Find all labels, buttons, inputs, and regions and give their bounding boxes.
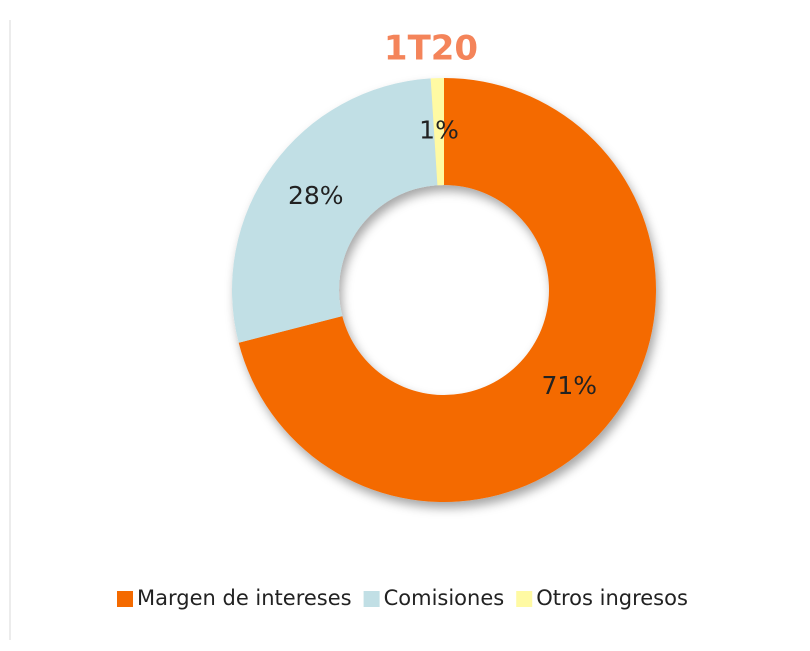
donut [232, 78, 656, 502]
legend-swatch [117, 591, 133, 607]
donut-segment [238, 78, 656, 502]
donut-segment [430, 78, 444, 186]
donut-segment [232, 78, 438, 343]
legend-label: Comisiones [384, 586, 505, 610]
chart-title: 1T20 [384, 29, 478, 69]
legend-label: Otros ingresos [536, 586, 688, 610]
legend-label: Margen de intereses [137, 586, 352, 610]
legend-swatch [363, 591, 380, 607]
data-label: 1% [419, 116, 459, 145]
data-label: 71% [541, 371, 597, 400]
legend-swatch [516, 591, 533, 607]
data-label: 28% [288, 181, 344, 210]
